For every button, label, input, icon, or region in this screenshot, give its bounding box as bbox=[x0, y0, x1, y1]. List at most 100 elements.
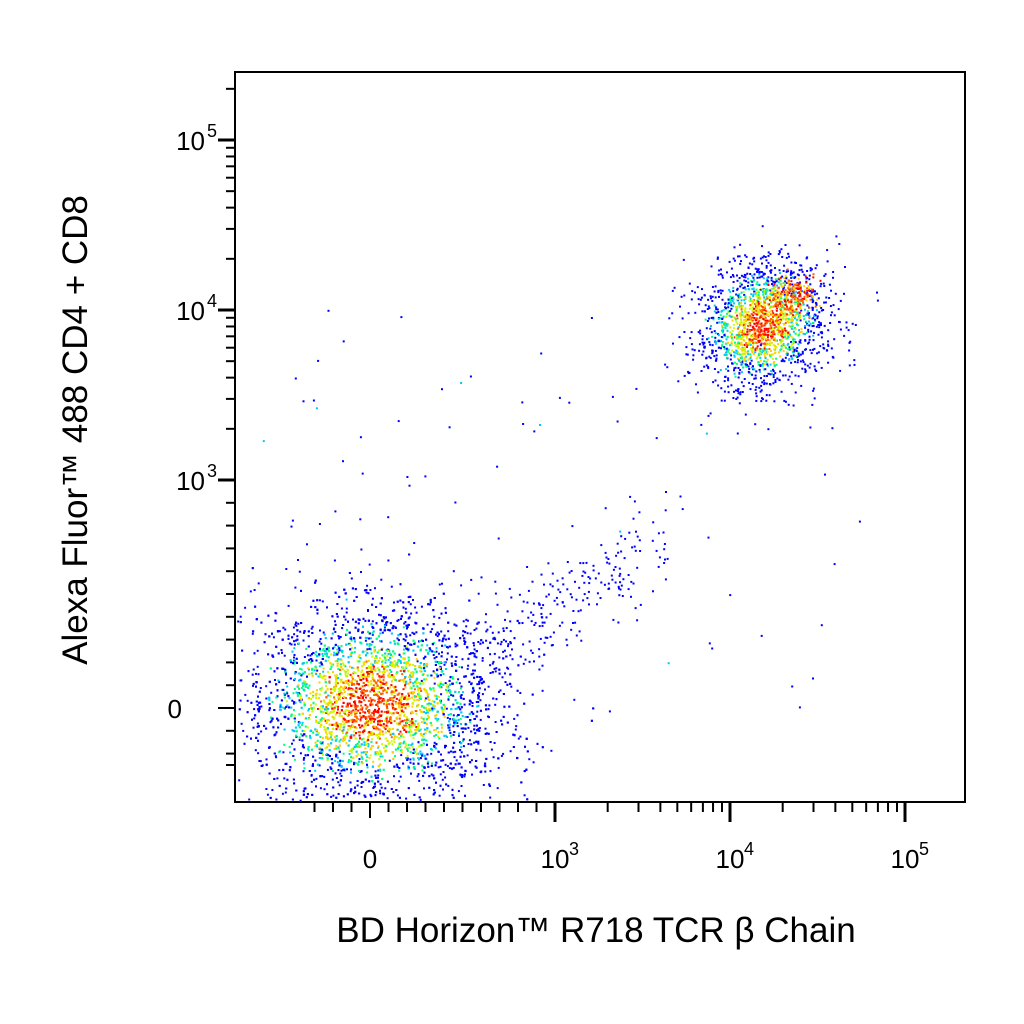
event-dot bbox=[363, 676, 366, 679]
event-dot bbox=[389, 656, 392, 659]
event-dot bbox=[469, 721, 472, 724]
event-dot bbox=[447, 621, 450, 624]
event-dot bbox=[277, 652, 280, 655]
event-dot bbox=[454, 763, 457, 766]
event-dot bbox=[263, 641, 266, 644]
event-dot bbox=[417, 741, 420, 744]
event-dot bbox=[492, 697, 495, 700]
event-dot bbox=[372, 710, 375, 713]
event-dot bbox=[302, 758, 305, 761]
event-dot bbox=[366, 719, 368, 722]
event-dot bbox=[473, 663, 476, 666]
event-dot bbox=[476, 675, 479, 678]
event-dot bbox=[252, 682, 255, 685]
event-dot bbox=[255, 618, 258, 621]
event-dot bbox=[259, 701, 262, 704]
event-dot bbox=[394, 679, 397, 682]
event-dot bbox=[339, 723, 342, 726]
event-dot bbox=[331, 692, 334, 695]
event-dot bbox=[357, 760, 360, 763]
event-dot bbox=[437, 683, 440, 686]
event-dot bbox=[512, 733, 515, 736]
event-dot bbox=[360, 751, 363, 754]
event-dot bbox=[477, 740, 480, 743]
event-dot bbox=[423, 706, 426, 709]
event-dot bbox=[519, 655, 522, 658]
event-dot bbox=[432, 774, 435, 777]
event-dot bbox=[246, 735, 249, 738]
event-dot bbox=[437, 674, 439, 677]
event-dot bbox=[430, 748, 433, 751]
event-dot bbox=[373, 732, 375, 735]
event-dot bbox=[276, 630, 279, 633]
event-dot bbox=[364, 751, 367, 754]
event-dot bbox=[353, 638, 356, 641]
event-dot bbox=[353, 599, 356, 602]
event-dot bbox=[383, 699, 386, 702]
event-dot bbox=[357, 696, 360, 699]
event-dot bbox=[303, 787, 306, 790]
event-dot bbox=[292, 662, 295, 665]
event-dot bbox=[316, 599, 319, 602]
event-dot bbox=[379, 763, 382, 766]
event-dot bbox=[292, 660, 295, 663]
event-dot bbox=[278, 630, 281, 633]
event-dot bbox=[273, 709, 276, 711]
event-dot bbox=[291, 798, 294, 801]
event-dot bbox=[441, 640, 444, 643]
event-dot bbox=[464, 716, 467, 718]
event-dot bbox=[337, 645, 340, 648]
event-dot bbox=[383, 688, 386, 691]
event-dot bbox=[330, 742, 333, 745]
event-dot bbox=[436, 719, 439, 722]
event-dot bbox=[351, 725, 354, 728]
event-dot bbox=[333, 651, 336, 654]
event-dot bbox=[333, 646, 336, 649]
event-dot bbox=[450, 655, 453, 658]
event-dot bbox=[299, 799, 302, 802]
event-dot bbox=[274, 755, 277, 758]
event-dot bbox=[334, 510, 337, 513]
event-dot bbox=[350, 639, 353, 642]
event-dot bbox=[355, 690, 358, 693]
event-dot bbox=[370, 637, 372, 640]
event-dot bbox=[311, 659, 314, 662]
event-dot bbox=[368, 563, 371, 566]
event-dot bbox=[329, 668, 332, 670]
event-dot bbox=[375, 791, 378, 794]
event-dot bbox=[447, 686, 450, 689]
event-dot bbox=[435, 647, 438, 650]
event-dot bbox=[319, 736, 322, 738]
event-dot bbox=[299, 701, 302, 704]
event-dot bbox=[302, 744, 305, 747]
event-dot bbox=[375, 606, 378, 608]
event-dot bbox=[334, 681, 337, 684]
event-dot bbox=[446, 686, 449, 689]
event-dot bbox=[316, 733, 319, 736]
event-dot bbox=[335, 653, 338, 655]
event-dot bbox=[366, 648, 369, 651]
event-dot bbox=[291, 699, 294, 702]
event-dot bbox=[351, 682, 354, 685]
event-dot bbox=[296, 694, 299, 697]
event-dot bbox=[409, 751, 412, 753]
event-dot bbox=[307, 645, 310, 648]
event-dot bbox=[405, 722, 408, 725]
event-dot bbox=[305, 796, 308, 799]
event-dot bbox=[374, 669, 377, 672]
event-dot bbox=[301, 686, 303, 689]
event-dot bbox=[294, 720, 296, 723]
event-dot bbox=[347, 620, 349, 623]
event-dot bbox=[384, 624, 386, 627]
event-dot bbox=[423, 787, 425, 790]
event-dot bbox=[363, 743, 366, 746]
event-dot bbox=[415, 726, 418, 729]
event-dot bbox=[379, 733, 382, 736]
event-dot bbox=[351, 646, 353, 649]
event-dot bbox=[315, 697, 318, 700]
event-dot bbox=[323, 775, 326, 778]
event-dot bbox=[446, 691, 449, 694]
event-dot bbox=[412, 734, 415, 737]
event-dot bbox=[482, 784, 485, 786]
event-dot bbox=[329, 711, 332, 714]
